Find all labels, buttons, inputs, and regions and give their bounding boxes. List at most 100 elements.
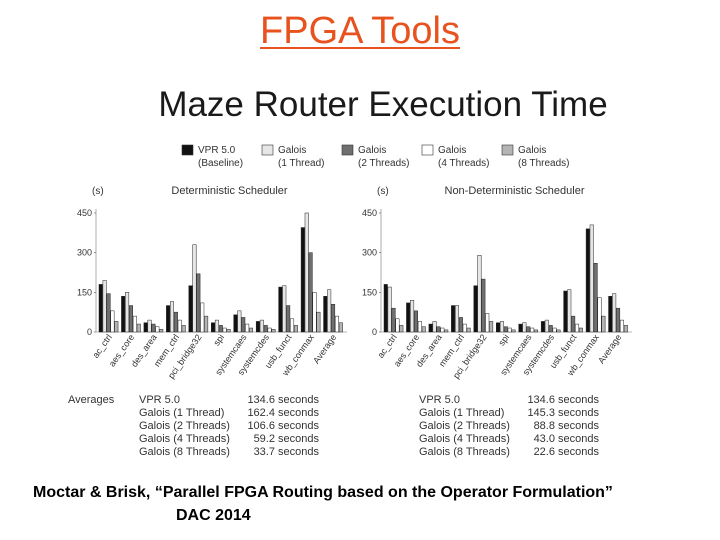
bar-ac_ctrl-s5 (114, 321, 119, 333)
bar-ac_ctrl-s4 (395, 318, 400, 333)
slide-title-text: FPGA Tools (260, 10, 460, 52)
bar-Average-s1 (608, 296, 613, 333)
citation-caption: Moctar & Brisk, “Parallel FPGA Routing b… (33, 484, 613, 501)
bar-wb_conmax-s4 (312, 292, 317, 333)
bar-mem_ctrl-s4 (462, 323, 467, 333)
average-name: VPR 5.0 (419, 394, 460, 406)
y-tick-label: 450 (77, 208, 92, 218)
bar-Average-s3 (616, 307, 621, 333)
y-tick-label: 150 (77, 287, 92, 297)
bar-systemcaes-s5 (534, 329, 539, 333)
bar-pci_bridge32-s3 (196, 273, 201, 333)
bar-wb_conmax-s3 (593, 262, 598, 333)
bar-wb_conmax-s1 (300, 227, 305, 333)
bar-ac_ctrl-s5 (399, 325, 404, 333)
chart-title: Deterministic Scheduler (171, 185, 287, 197)
bar-systemcaes-s4 (245, 323, 250, 333)
bar-des_area-s4 (440, 327, 445, 333)
bar-usb_funct-s5 (578, 327, 583, 333)
bar-usb_funct-s3 (571, 315, 576, 333)
bar-spi-s3 (503, 326, 508, 333)
average-name: VPR 5.0 (139, 394, 180, 406)
bar-Average-s2 (327, 289, 332, 333)
bar-des_area-s5 (159, 329, 164, 333)
y-tick-label: 150 (362, 287, 377, 297)
average-value: 88.8 seconds (534, 420, 600, 432)
bar-systemcaes-s4 (530, 327, 535, 333)
bar-mem_ctrl-s2 (455, 305, 459, 333)
bar-mem_ctrl-s4 (177, 319, 182, 333)
average-value: 59.2 seconds (254, 433, 320, 445)
bar-wb_conmax-s1 (585, 228, 590, 333)
y-tick-label: 0 (87, 327, 92, 337)
bar-systemcdes-s3 (548, 325, 553, 333)
bar-mem_ctrl-s3 (458, 317, 463, 333)
bar-aes_core-s4 (132, 315, 137, 333)
y-tick-label: 0 (372, 327, 377, 337)
bar-spi-s2 (499, 321, 504, 333)
bar-pci_bridge32-s1 (473, 285, 478, 333)
average-value: 22.6 seconds (534, 446, 600, 458)
bar-mem_ctrl-s5 (466, 327, 471, 333)
bar-systemcaes-s1 (233, 314, 238, 333)
bar-usb_funct-s2 (282, 285, 287, 333)
average-value: 145.3 seconds (527, 407, 599, 419)
bar-pci_bridge32-s1 (188, 285, 193, 333)
bar-mem_ctrl-s1 (166, 305, 171, 333)
bar-systemcaes-s5 (249, 327, 254, 333)
y-tick-label: 450 (362, 208, 377, 218)
average-name: Galois (4 Threads) (419, 433, 510, 445)
bar-ac_ctrl-s3 (391, 307, 396, 333)
y-tick-label: 300 (77, 248, 92, 258)
legend-swatch (501, 144, 514, 156)
average-name: Galois (2 Threads) (139, 420, 230, 432)
bar-spi-s4 (507, 327, 512, 333)
figure-title: Maze Router Execution Time (158, 85, 607, 124)
bar-aes_core-s2 (410, 300, 415, 333)
bar-systemcdes-s5 (556, 329, 561, 333)
bar-ac_ctrl-s2 (387, 286, 392, 333)
bar-ac_ctrl-s1 (383, 284, 388, 333)
bar-pci_bridge32-s3 (481, 278, 486, 333)
legend-label: Galois (358, 145, 386, 156)
bar-Average-s2 (612, 293, 617, 333)
legend-sublabel: (4 Threads) (438, 158, 490, 169)
legend-swatch (341, 144, 354, 156)
bar-usb_funct-s1 (278, 286, 283, 333)
bar-des_area-s3 (436, 326, 441, 333)
average-value: 134.6 seconds (527, 394, 599, 406)
bar-spi-s5 (511, 329, 516, 333)
bar-systemcdes-s3 (263, 325, 268, 333)
x-tick-label: spi (211, 332, 226, 347)
legend-sublabel: (1 Thread) (278, 158, 325, 169)
bar-pci_bridge32-s2 (192, 244, 197, 333)
bar-usb_funct-s4 (575, 323, 580, 333)
legend-swatch (421, 144, 434, 156)
bar-des_area-s5 (444, 329, 449, 333)
y-tick-label: 300 (362, 248, 377, 258)
legend-label: Galois (518, 145, 546, 156)
bar-systemcaes-s2 (237, 310, 242, 333)
bar-wb_conmax-s5 (601, 315, 606, 333)
bar-wb_conmax-s4 (597, 297, 602, 333)
bar-aes_core-s3 (413, 310, 418, 333)
average-value: 106.6 seconds (247, 420, 319, 432)
x-tick-label: Average (311, 332, 338, 365)
bar-Average-s4 (619, 319, 624, 333)
bar-aes_core-s5 (421, 326, 426, 333)
y-axis-unit-label: (s) (377, 186, 389, 197)
bar-spi-s1 (496, 322, 501, 333)
legend-sublabel: (8 Threads) (518, 158, 570, 169)
bar-systemcdes-s2 (544, 319, 549, 333)
bar-des_area-s1 (143, 322, 148, 333)
bar-ac_ctrl-s1 (98, 284, 103, 333)
x-tick-label: Average (596, 332, 623, 365)
bar-systemcaes-s3 (526, 326, 531, 333)
legend-label: VPR 5.0 (198, 145, 236, 156)
average-value: 162.4 seconds (247, 407, 319, 419)
legend-swatch (181, 144, 194, 156)
bar-systemcdes-s1 (255, 321, 260, 333)
bar-pci_bridge32-s5 (204, 315, 209, 333)
bar-usb_funct-s2 (567, 289, 572, 333)
